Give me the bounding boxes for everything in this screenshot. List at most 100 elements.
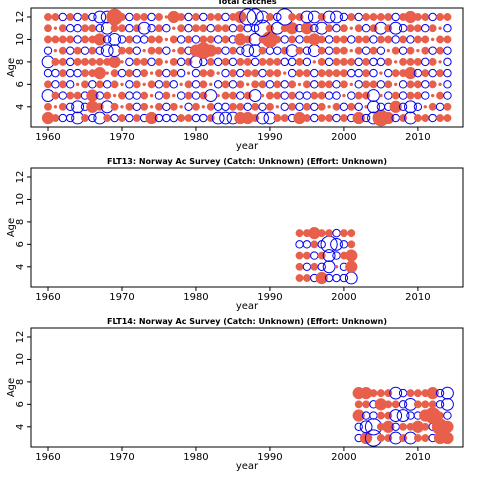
bubble xyxy=(71,100,85,114)
x-tick-label: 1960 xyxy=(35,132,60,143)
bubble xyxy=(404,100,417,114)
bubble xyxy=(288,91,297,100)
bubble xyxy=(300,10,314,24)
bubble xyxy=(118,114,126,122)
bubble xyxy=(295,240,304,249)
bubble xyxy=(295,91,304,100)
bubble xyxy=(288,13,297,21)
y-tick-label: 6 xyxy=(15,81,26,87)
bubble xyxy=(421,434,430,442)
x-tick-label: 2010 xyxy=(405,452,430,463)
bubble xyxy=(81,57,89,66)
bubble xyxy=(66,113,75,123)
bubble xyxy=(438,26,442,30)
bubble xyxy=(347,229,356,238)
y-tick-label: 4 xyxy=(15,104,26,110)
bubble xyxy=(228,91,237,100)
bubble xyxy=(140,13,149,21)
bubble xyxy=(393,60,398,64)
bubble xyxy=(280,35,289,44)
bubble xyxy=(347,102,356,111)
bubble xyxy=(73,24,82,33)
bubble xyxy=(399,57,408,66)
bubble xyxy=(295,35,304,44)
bubble xyxy=(51,91,60,100)
bubble xyxy=(216,93,220,98)
bubble xyxy=(310,91,319,100)
bubble xyxy=(441,386,454,400)
bubble xyxy=(421,57,430,67)
x-tick-label: 1980 xyxy=(183,292,208,303)
bubble xyxy=(145,111,158,125)
bubble xyxy=(413,57,422,66)
bubble xyxy=(302,240,312,249)
bubble xyxy=(421,80,430,89)
bubble xyxy=(125,24,134,33)
bubble xyxy=(110,113,119,123)
bubble xyxy=(354,68,363,78)
bubble xyxy=(332,113,341,123)
bubble xyxy=(428,400,437,409)
bubble xyxy=(73,46,82,55)
bubble xyxy=(155,69,163,78)
bubble xyxy=(287,68,297,78)
bubble xyxy=(302,80,311,89)
bubble xyxy=(384,13,393,21)
bubble xyxy=(354,91,363,100)
bubble xyxy=(73,68,82,78)
bubble xyxy=(441,397,454,411)
bubble xyxy=(162,68,171,78)
bubble xyxy=(95,80,104,89)
bubble xyxy=(426,386,439,400)
bubble xyxy=(199,57,208,67)
bubble xyxy=(117,35,127,44)
bubble xyxy=(376,434,385,442)
bubble xyxy=(300,22,314,35)
bubble xyxy=(147,12,156,22)
bubble xyxy=(322,249,336,262)
bubble xyxy=(58,35,67,44)
bubble xyxy=(295,251,304,260)
bubble xyxy=(86,89,99,102)
bubble xyxy=(164,60,169,64)
bubble xyxy=(154,80,164,89)
bubble xyxy=(398,24,408,33)
bubble xyxy=(258,57,267,66)
bubble xyxy=(354,102,363,111)
bubble xyxy=(443,91,452,100)
bubble xyxy=(258,46,267,55)
bubble xyxy=(369,68,378,78)
bubble xyxy=(228,57,238,67)
y-tick-label: 6 xyxy=(15,401,26,407)
bubble xyxy=(339,240,349,249)
bubble xyxy=(43,68,53,78)
bubble xyxy=(359,420,373,434)
bubble xyxy=(149,71,154,75)
bubble xyxy=(317,114,326,122)
bubble xyxy=(382,420,395,433)
bubble xyxy=(435,400,445,409)
y-axis-label: Age xyxy=(6,378,17,397)
bubble xyxy=(53,105,58,109)
bubble xyxy=(184,91,193,100)
bubble xyxy=(199,80,208,89)
bubble xyxy=(436,411,445,420)
bubble xyxy=(125,12,134,22)
bubble xyxy=(58,80,67,89)
bubble xyxy=(139,35,149,44)
bubble xyxy=(93,33,106,46)
bubble xyxy=(352,409,365,422)
bubble xyxy=(325,69,334,78)
bubble xyxy=(421,13,430,21)
bubble xyxy=(258,80,267,89)
bubble xyxy=(421,69,430,78)
bubble xyxy=(406,80,415,89)
bubble xyxy=(391,69,400,78)
bubble xyxy=(398,388,408,398)
bubble xyxy=(164,15,169,19)
bubble xyxy=(275,105,280,109)
bubble xyxy=(132,57,141,66)
bubble xyxy=(302,57,312,67)
bubble xyxy=(81,69,89,78)
x-tick-label: 1990 xyxy=(257,132,282,143)
